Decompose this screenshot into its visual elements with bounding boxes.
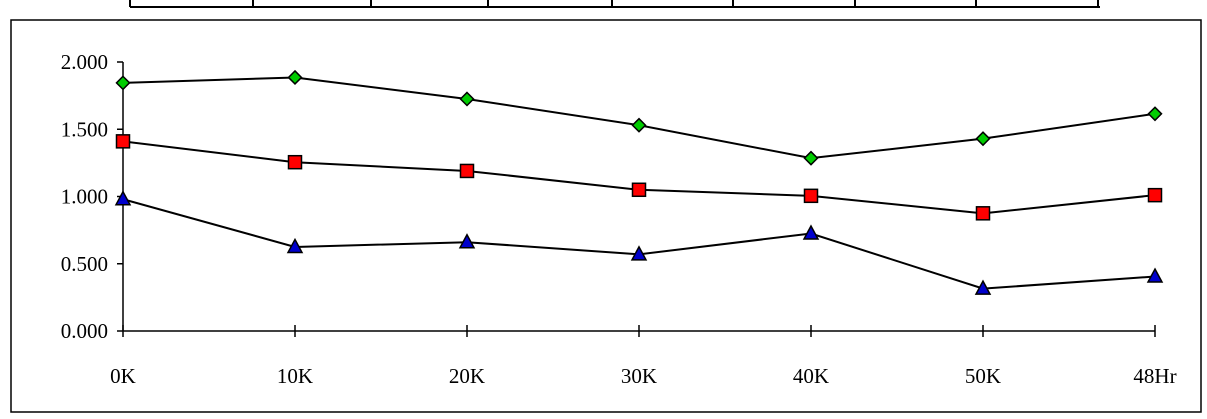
x-tick-label: 50K bbox=[965, 364, 1001, 388]
data-point bbox=[803, 150, 819, 166]
data-point bbox=[115, 75, 131, 91]
data-point bbox=[459, 163, 475, 179]
data-point bbox=[1147, 187, 1163, 203]
y-axis-ticks: 0.000 0.500 1.000 1.500 2.000 bbox=[61, 50, 123, 343]
table-header-strip bbox=[129, 0, 1100, 8]
data-point bbox=[115, 134, 131, 149]
data-point bbox=[631, 182, 647, 198]
x-tick-label: 0K bbox=[110, 364, 136, 388]
chart-border bbox=[10, 19, 1202, 413]
data-point bbox=[974, 279, 992, 295]
data-point bbox=[802, 224, 820, 240]
data-point bbox=[458, 233, 476, 249]
data-point bbox=[114, 190, 132, 206]
series-line-3 bbox=[122, 198, 1156, 290]
y-tick-label: 0.500 bbox=[61, 252, 108, 276]
data-point bbox=[459, 91, 475, 107]
x-tick-label: 20K bbox=[449, 364, 485, 388]
series-line-2 bbox=[122, 140, 1156, 215]
data-point bbox=[630, 245, 648, 261]
y-tick-label: 1.000 bbox=[61, 185, 108, 209]
data-point bbox=[975, 131, 991, 147]
data-point bbox=[1146, 267, 1164, 283]
data-point bbox=[975, 206, 991, 221]
data-point bbox=[287, 154, 303, 170]
data-point bbox=[631, 117, 647, 133]
x-axis-ticks: 0K 10K 20K 30K 40K 50K 48Hr bbox=[110, 325, 1177, 388]
data-point bbox=[803, 188, 819, 204]
x-tick-label: 30K bbox=[621, 364, 657, 388]
x-tick-label: 40K bbox=[793, 364, 829, 388]
data-point bbox=[287, 69, 303, 86]
y-tick-label: 0.000 bbox=[61, 319, 108, 343]
y-tick-label: 1.500 bbox=[61, 117, 108, 141]
x-tick-label: 48Hr bbox=[1133, 364, 1176, 388]
data-point bbox=[286, 237, 304, 254]
y-tick-label: 2.000 bbox=[61, 50, 108, 74]
data-point bbox=[1147, 106, 1163, 122]
x-tick-label: 10K bbox=[277, 364, 313, 388]
series-markers bbox=[114, 69, 1164, 295]
